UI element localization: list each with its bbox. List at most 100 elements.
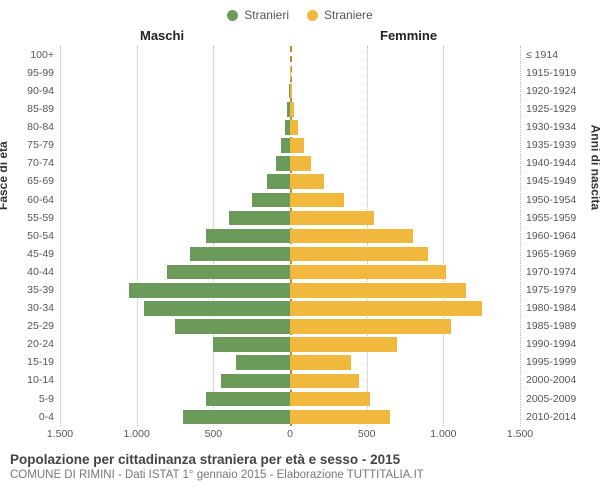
male-bar	[190, 247, 290, 261]
bar-row	[60, 136, 520, 154]
bar-row	[60, 245, 520, 263]
female-bar	[290, 392, 370, 406]
y-left-tick: 45-49	[10, 245, 54, 263]
legend-item-female: Straniere	[307, 8, 373, 22]
female-bar	[290, 211, 374, 225]
y-right-tick: 1915-1919	[526, 64, 590, 82]
y-left-tick: 60-64	[10, 191, 54, 209]
male-bar	[183, 410, 290, 424]
female-bar	[290, 283, 466, 297]
y-left-tick: 100+	[10, 46, 54, 64]
male-bar	[129, 283, 290, 297]
footer-subtitle: COMUNE DI RIMINI - Dati ISTAT 1° gennaio…	[10, 469, 590, 481]
female-bar	[290, 355, 351, 369]
female-bar	[290, 265, 446, 279]
y-left-tick: 5-9	[10, 390, 54, 408]
male-bar	[281, 138, 290, 152]
population-pyramid-chart: Stranieri Straniere Maschi Femmine Fasce…	[0, 0, 600, 500]
male-bar	[175, 319, 290, 333]
y-left-tick: 85-89	[10, 100, 54, 118]
column-headers: Maschi Femmine	[10, 28, 590, 46]
x-tick: 500	[358, 428, 376, 440]
bar-row	[60, 227, 520, 245]
y-axis-right: ≤ 19141915-19191920-19241925-19291930-19…	[520, 46, 590, 426]
y-right-tick: 2010-2014	[526, 408, 590, 426]
y-right-tick: 1970-1974	[526, 263, 590, 281]
y-right-tick: 1965-1969	[526, 245, 590, 263]
bar-row	[60, 408, 520, 426]
bar-row	[60, 118, 520, 136]
y-left-tick: 30-34	[10, 299, 54, 317]
y-right-tick: 1925-1929	[526, 100, 590, 118]
y-right-tick: 1990-1994	[526, 336, 590, 354]
bar-row	[60, 100, 520, 118]
y-left-tick: 10-14	[10, 372, 54, 390]
y-right-tick: 1950-1954	[526, 191, 590, 209]
x-tick: 1.000	[430, 428, 456, 440]
bar-row	[60, 299, 520, 317]
plot-area	[60, 46, 520, 426]
bar-row	[60, 64, 520, 82]
female-bar	[290, 138, 304, 152]
x-tick: 1.000	[124, 428, 150, 440]
bar-row	[60, 317, 520, 335]
bar-row	[60, 155, 520, 173]
y-right-tick: 1975-1979	[526, 281, 590, 299]
x-tick: 0	[287, 428, 293, 440]
bar-row	[60, 354, 520, 372]
female-bar	[290, 247, 428, 261]
x-tick: 500	[205, 428, 223, 440]
y-left-tick: 25-29	[10, 317, 54, 335]
bar-row	[60, 46, 520, 64]
legend-female-label: Straniere	[324, 8, 373, 22]
female-bar	[290, 193, 344, 207]
y-left-tick: 95-99	[10, 64, 54, 82]
female-bar	[290, 66, 291, 80]
y-axis-left: 100+95-9990-9485-8980-8475-7970-7465-696…	[10, 46, 60, 426]
male-swatch	[227, 10, 238, 21]
female-bar	[290, 84, 292, 98]
footer-title: Popolazione per cittadinanza straniera p…	[10, 452, 590, 467]
male-bar	[221, 374, 290, 388]
bar-row	[60, 191, 520, 209]
y-left-tick: 50-54	[10, 227, 54, 245]
y-left-tick: 0-4	[10, 408, 54, 426]
legend-item-male: Stranieri	[227, 8, 289, 22]
female-bar	[290, 156, 311, 170]
bar-row	[60, 390, 520, 408]
male-bar	[229, 211, 290, 225]
plot-row: Fasce di età Anni di nascita 100+95-9990…	[10, 46, 590, 426]
y-axis-right-title: Anni di nascita	[588, 125, 600, 210]
y-right-tick: 1945-1949	[526, 173, 590, 191]
y-left-tick: 20-24	[10, 336, 54, 354]
female-bar	[290, 337, 397, 351]
male-bar	[167, 265, 290, 279]
bar-row	[60, 372, 520, 390]
male-bar	[206, 392, 290, 406]
y-left-tick: 15-19	[10, 354, 54, 372]
male-bar	[276, 156, 290, 170]
y-right-tick: 1960-1964	[526, 227, 590, 245]
male-bar	[252, 193, 290, 207]
x-axis: 1.5001.00050005001.0001.500	[60, 426, 520, 446]
y-right-tick: ≤ 1914	[526, 46, 590, 64]
y-left-tick: 55-59	[10, 209, 54, 227]
y-right-tick: 1930-1934	[526, 118, 590, 136]
y-right-tick: 1980-1984	[526, 299, 590, 317]
y-right-tick: 1955-1959	[526, 209, 590, 227]
y-axis-left-title: Fasce di età	[0, 141, 10, 210]
y-right-tick: 1985-1989	[526, 317, 590, 335]
y-left-tick: 80-84	[10, 118, 54, 136]
bar-row	[60, 281, 520, 299]
female-swatch	[307, 10, 318, 21]
y-right-tick: 2000-2004	[526, 372, 590, 390]
bar-row	[60, 209, 520, 227]
male-bar	[144, 301, 290, 315]
bar-row	[60, 263, 520, 281]
legend-male-label: Stranieri	[244, 8, 289, 22]
female-bar	[290, 319, 451, 333]
male-column-header: Maschi	[140, 28, 184, 43]
male-bar	[236, 355, 290, 369]
y-right-tick: 1920-1924	[526, 82, 590, 100]
x-tick: 1.500	[47, 428, 73, 440]
